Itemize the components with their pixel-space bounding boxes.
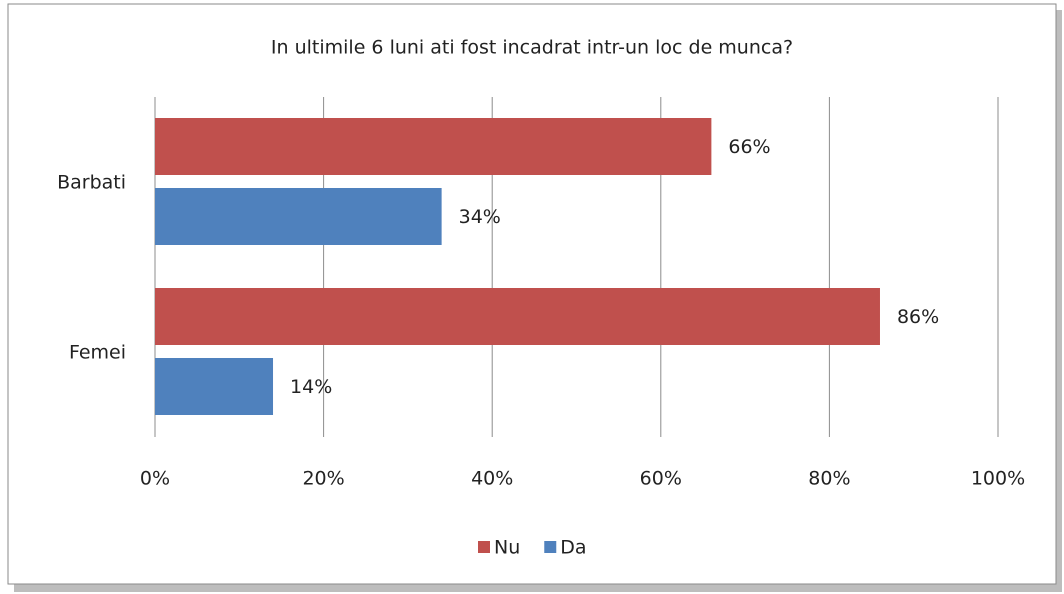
x-tick-label: 60% bbox=[640, 468, 682, 490]
x-tick-label: 80% bbox=[808, 468, 850, 490]
x-tick-label: 20% bbox=[302, 468, 344, 490]
chart-title: In ultimile 6 luni ati fost incadrat int… bbox=[271, 37, 793, 59]
legend-label: Da bbox=[560, 537, 586, 559]
legend-label: Nu bbox=[494, 537, 520, 559]
bar bbox=[155, 358, 274, 415]
y-tick-label: Barbati bbox=[57, 172, 126, 194]
data-label: 34% bbox=[459, 206, 501, 228]
data-label: 14% bbox=[290, 376, 332, 398]
x-tick-label: 100% bbox=[971, 468, 1025, 490]
x-tick-label: 0% bbox=[140, 468, 170, 490]
legend-swatch bbox=[478, 541, 490, 553]
data-label: 86% bbox=[897, 306, 939, 328]
data-label: 66% bbox=[728, 136, 770, 158]
bar bbox=[155, 118, 712, 175]
y-tick-label: Femei bbox=[69, 342, 126, 364]
bar bbox=[155, 188, 442, 245]
x-tick-label: 40% bbox=[471, 468, 513, 490]
bar bbox=[155, 288, 880, 345]
legend-swatch bbox=[544, 541, 557, 553]
